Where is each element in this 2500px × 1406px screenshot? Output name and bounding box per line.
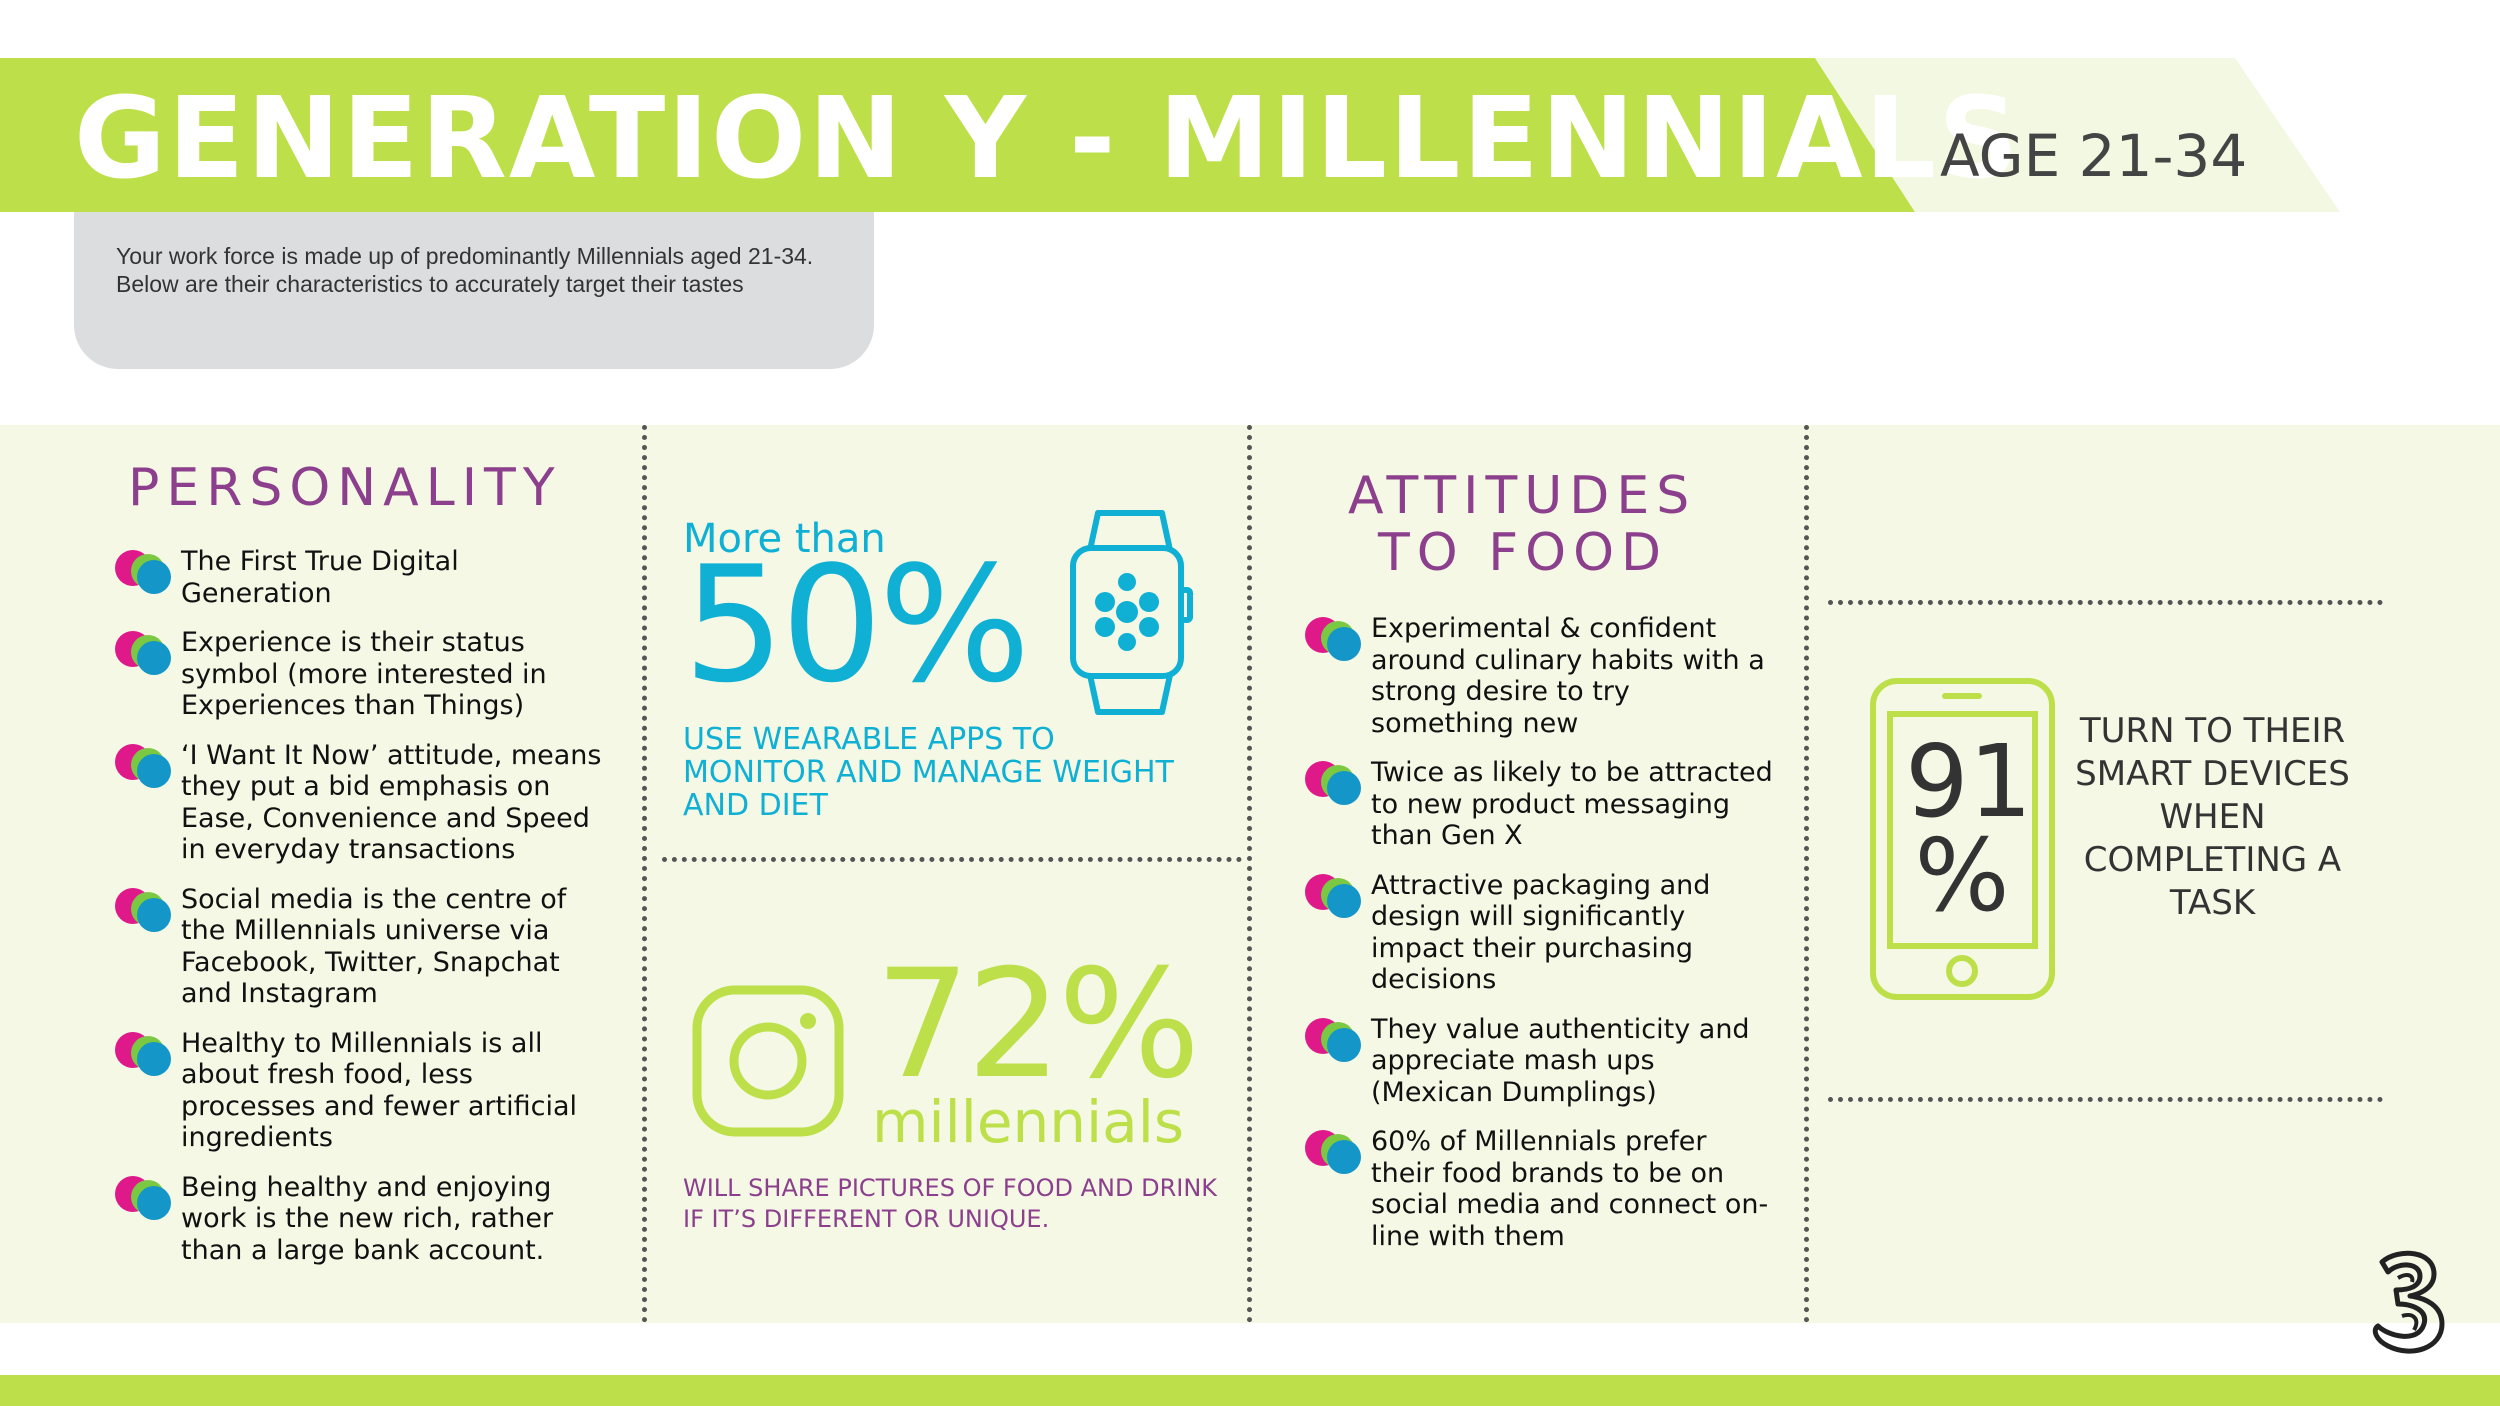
row-divider <box>662 857 1242 862</box>
attitudes-title-line1: ATTITUDES <box>1348 466 1697 526</box>
header-banner <box>0 58 1915 212</box>
list-item-text: The First True Digital Generation <box>181 546 459 609</box>
stat-50-percent: 50% <box>683 531 1031 718</box>
row-divider <box>1828 1097 2383 1102</box>
personality-list: The First True Digital Generation Experi… <box>115 546 615 1266</box>
bullet-dots-icon <box>1305 1130 1363 1174</box>
list-item-text: Experience is their status symbol (more … <box>181 627 547 721</box>
bullet-dots-icon <box>115 631 173 675</box>
bullet-dots-icon <box>115 1031 173 1076</box>
list-item: Experimental & confident around culinary… <box>1305 613 1775 739</box>
bullet-dots-icon <box>115 1175 173 1220</box>
list-item-text: They value authenticity and appreciate m… <box>1371 1013 1750 1108</box>
list-item: 60% of Millennials prefer their food bra… <box>1305 1126 1775 1252</box>
bullet-dots-icon <box>115 550 173 594</box>
bullet-dots-icon <box>1305 873 1363 918</box>
intro-text: Your work force is made up of predominan… <box>116 243 814 297</box>
list-item-text: Experimental & confident around culinary… <box>1371 613 1765 739</box>
stat-50-caption: USE WEARABLE APPS TO MONITOR AND MANAGE … <box>683 722 1174 823</box>
list-item-text: Attractive packaging and design will sig… <box>1371 869 1711 996</box>
personality-title: PERSONALITY <box>128 458 562 518</box>
bullet-dots-icon <box>115 743 173 788</box>
bullet-dots-icon <box>1305 1017 1363 1062</box>
list-item-text: Being healthy and enjoying work is the n… <box>181 1171 554 1266</box>
stat-72-percent: 72% <box>875 938 1200 1112</box>
list-item-text: 60% of Millennials prefer their food bra… <box>1371 1126 1769 1252</box>
stat-72-caption: WILL SHARE PICTURES OF FOOD AND DRINK IF… <box>683 1174 1218 1233</box>
list-item: Social media is the centre of the Millen… <box>115 884 615 1010</box>
stat-91-number: 91 <box>1905 723 2033 840</box>
age-range: AGE 21-34 <box>1940 122 2248 190</box>
list-item: ‘I Want It Now’ attitude, means they put… <box>115 740 615 866</box>
list-item-text: Twice as likely to be attracted to new p… <box>1371 757 1773 851</box>
bullet-dots-icon <box>1305 761 1363 805</box>
column-divider <box>1804 425 1809 1323</box>
column-divider <box>642 425 647 1323</box>
smartwatch-icon <box>1070 510 1193 715</box>
list-item: Being healthy and enjoying work is the n… <box>115 1172 615 1267</box>
footer-bar <box>0 1375 2500 1406</box>
stat-91-percent: 91 % <box>1905 723 2033 934</box>
bullet-dots-icon <box>1305 617 1363 661</box>
attitudes-list: Experimental & confident around culinary… <box>1305 613 1775 1252</box>
list-item-text: Social media is the centre of the Millen… <box>181 883 567 1010</box>
list-item-text: Healthy to Millennials is all about fres… <box>181 1027 578 1154</box>
stat-91-caption: TURN TO THEIR SMART DEVICES WHEN COMPLET… <box>2075 711 2350 923</box>
list-item: They value authenticity and appreciate m… <box>1305 1014 1775 1109</box>
bullet-dots-icon <box>115 887 173 932</box>
stat-72-subject: millennials <box>872 1088 1185 1156</box>
intro-box: Your work force is made up of predominan… <box>74 212 874 369</box>
row-divider <box>1828 600 2383 605</box>
stat-91-sign: % <box>1914 817 2010 934</box>
instagram-icon <box>692 985 844 1137</box>
list-item: Experience is their status symbol (more … <box>115 627 615 722</box>
three-logo <box>2372 1250 2445 1354</box>
stat-prefix: More than <box>683 516 886 562</box>
list-item: Attractive packaging and design will sig… <box>1305 870 1775 996</box>
list-item: Twice as likely to be attracted to new p… <box>1305 757 1775 852</box>
list-item-text: ‘I Want It Now’ attitude, means they put… <box>181 739 602 866</box>
smartphone-icon <box>1870 678 2055 1000</box>
page-title: GENERATION Y - MILLENNIALS <box>74 74 2021 204</box>
list-item: The First True Digital Generation <box>115 546 615 609</box>
list-item: Healthy to Millennials is all about fres… <box>115 1028 615 1154</box>
column-divider <box>1247 425 1252 1323</box>
attitudes-title-line2: TO FOOD <box>1378 523 1669 583</box>
